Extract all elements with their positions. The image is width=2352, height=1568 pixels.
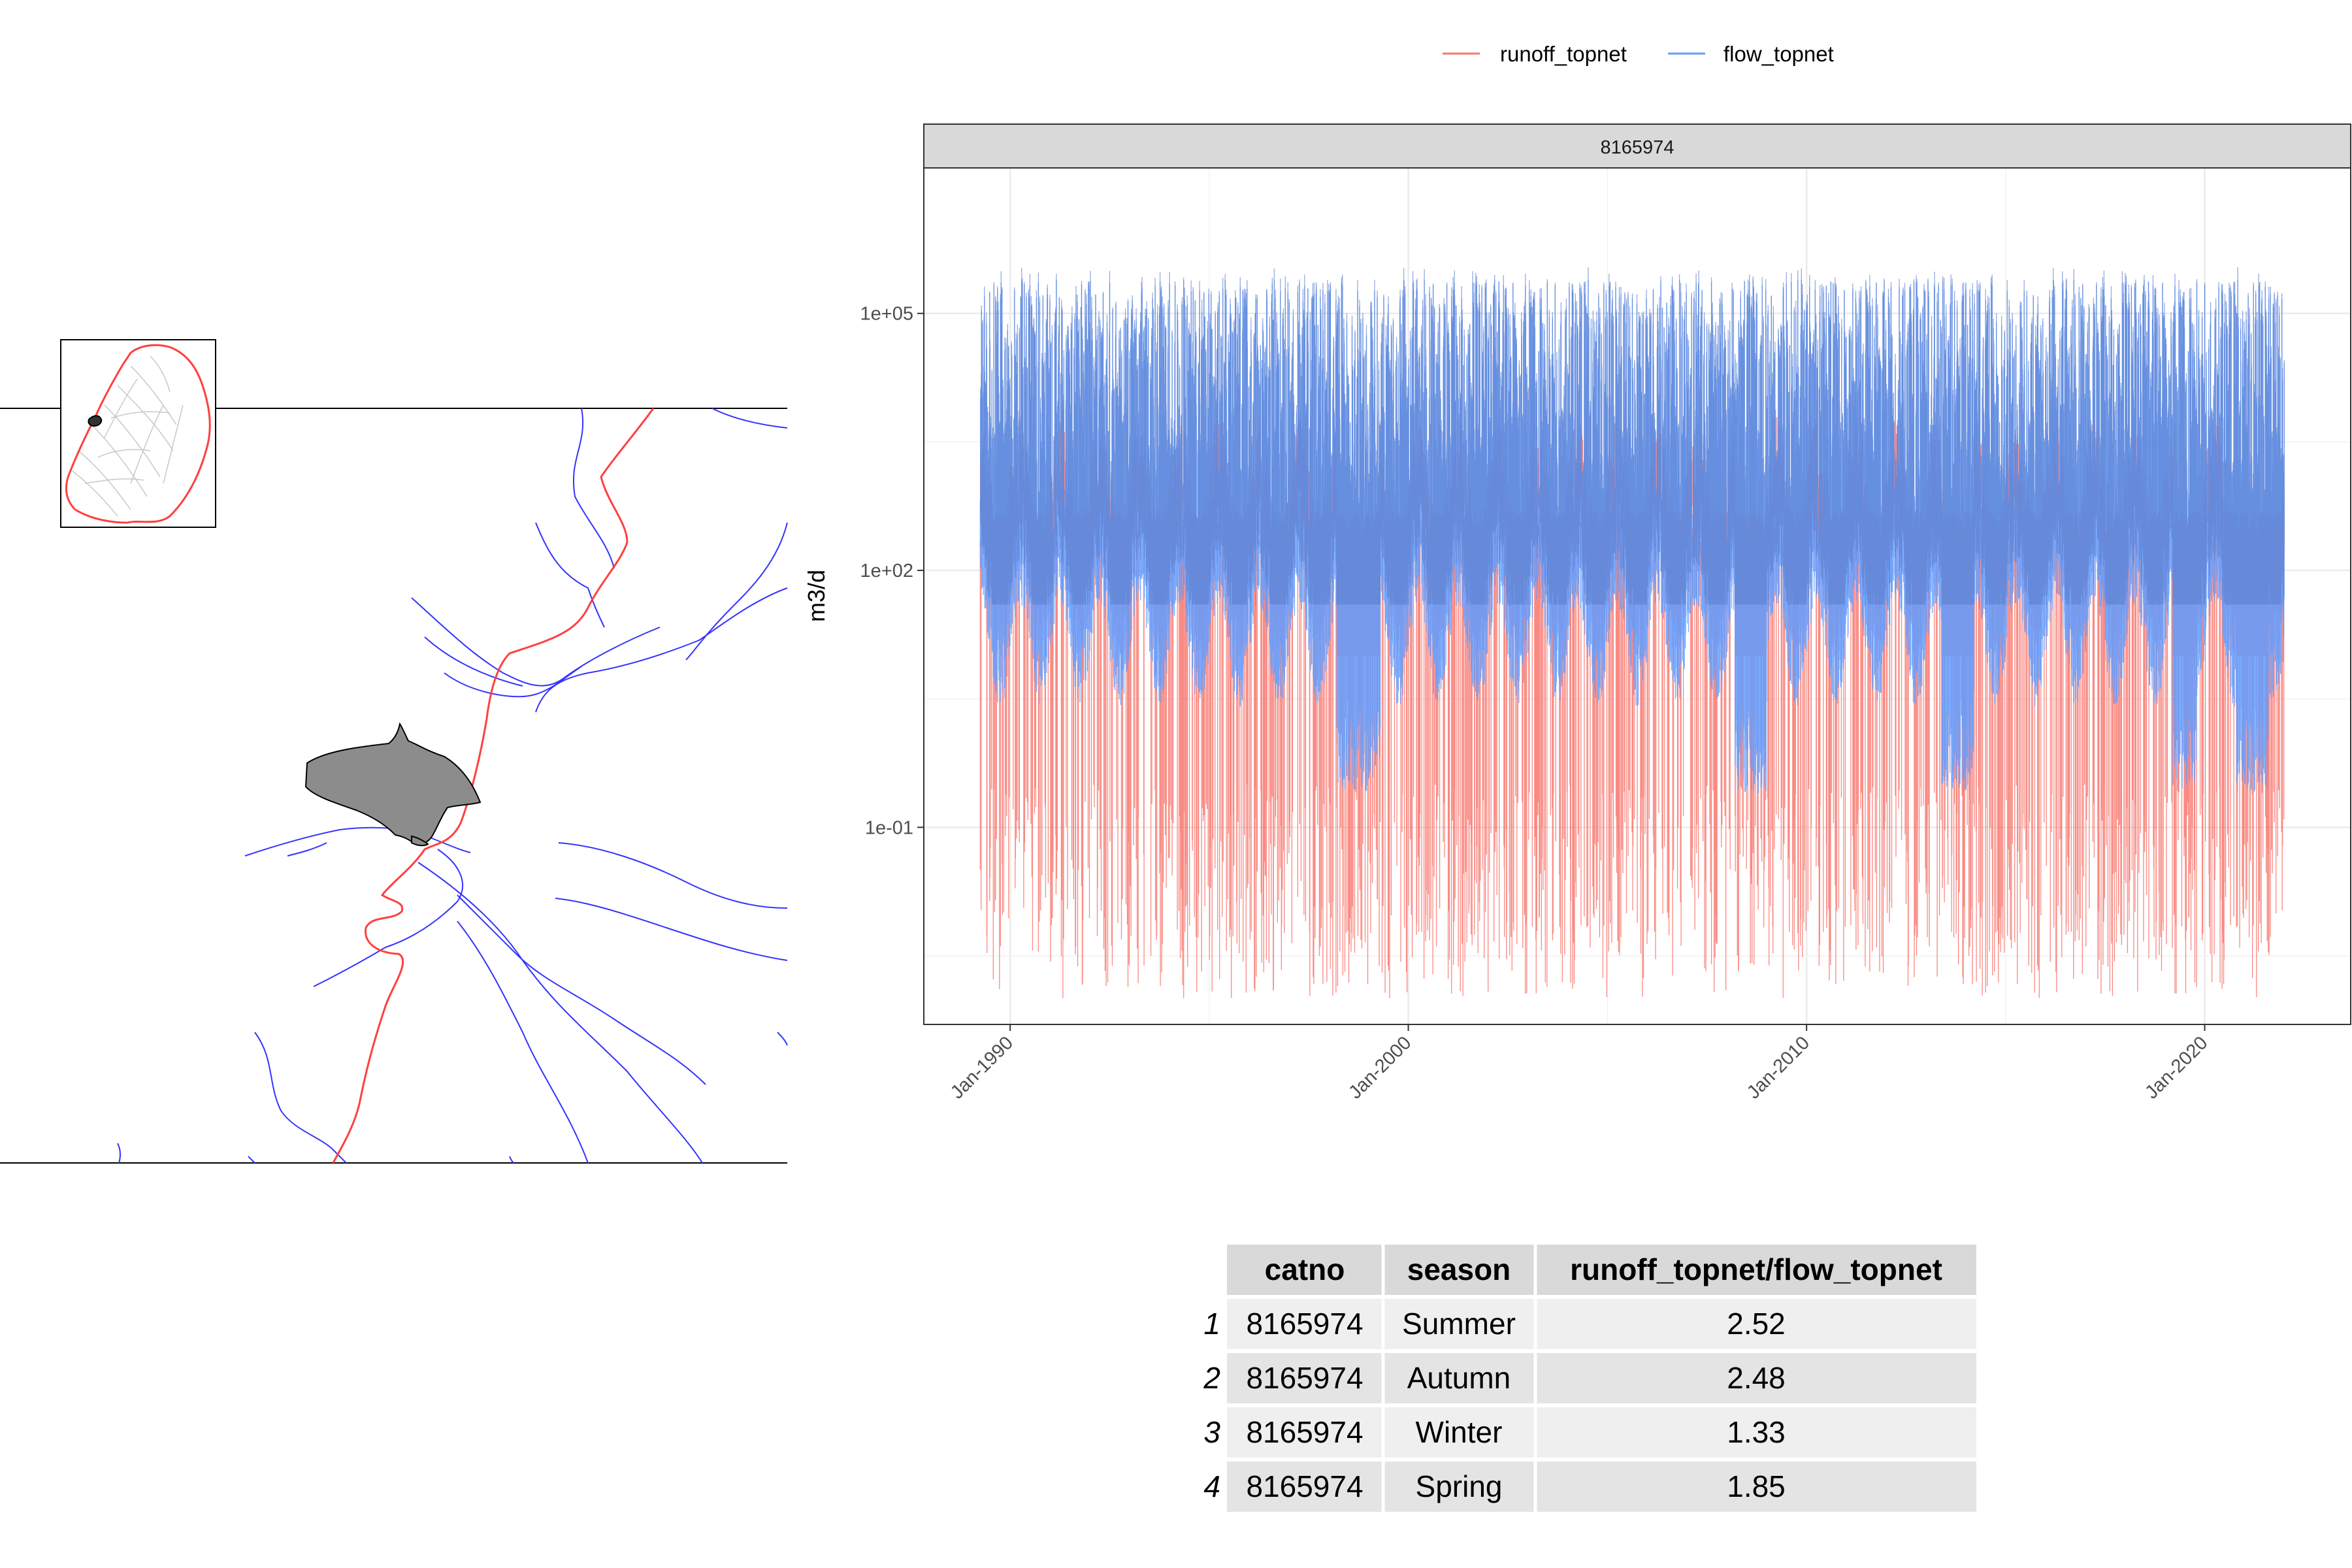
- season-ratio-table: catno season runoff_topnet/flow_topnet 1…: [1203, 1245, 1976, 1512]
- stream-line: [457, 894, 706, 1085]
- stream-line: [248, 1156, 255, 1164]
- table-row-bg: [1227, 1462, 1976, 1512]
- inset-locator-map: [60, 339, 216, 528]
- stream-line: [244, 826, 471, 857]
- table-cell-season: Winter: [1416, 1415, 1503, 1449]
- stream-line: [313, 849, 464, 987]
- y-tick-label: 1e+05: [860, 304, 913, 325]
- table-cell-ratio: 1.85: [1727, 1469, 1786, 1503]
- y-tick-label: 1e+02: [860, 561, 913, 581]
- y-tick-label: 1e-01: [865, 817, 913, 838]
- table-row-bg: [1227, 1353, 1976, 1403]
- table-cell-season: Autumn: [1407, 1361, 1511, 1395]
- stream-line: [117, 1143, 122, 1164]
- x-tick-label: Jan-2010: [1743, 1032, 1814, 1103]
- x-tick-label: Jan-1990: [947, 1032, 1017, 1103]
- region-boundary: [332, 408, 655, 1164]
- table-cell-season: Summer: [1402, 1307, 1516, 1341]
- stream-line: [558, 842, 788, 909]
- stream-line: [424, 636, 523, 687]
- stream-line: [711, 408, 788, 429]
- catchment-polygon: [304, 722, 482, 845]
- stream-line: [685, 522, 788, 661]
- legend-label-runoff: runoff_topnet: [1500, 42, 1627, 66]
- table-cell-ratio: 1.33: [1727, 1415, 1786, 1449]
- stream-line: [509, 1156, 514, 1164]
- stream-line: [535, 522, 605, 628]
- catchment-map: [0, 339, 788, 1164]
- stream-network: [117, 408, 788, 1164]
- stream-line: [287, 842, 327, 857]
- stream-line: [254, 1032, 347, 1164]
- table-header-season: season: [1407, 1252, 1511, 1286]
- x-tick-label: Jan-2020: [2141, 1032, 2212, 1103]
- table-cell-catno: 8165974: [1246, 1415, 1363, 1449]
- stream-line: [457, 921, 589, 1164]
- x-tick-label: Jan-2000: [1345, 1032, 1415, 1103]
- table-cell-ratio: 2.48: [1727, 1361, 1786, 1395]
- inset-region-outline: [65, 344, 211, 524]
- table-cell-catno: 8165974: [1246, 1307, 1363, 1341]
- table-cell-ratio: 2.52: [1727, 1307, 1786, 1341]
- stream-line: [417, 862, 703, 1164]
- table-cell-season: Spring: [1416, 1469, 1503, 1503]
- catchment-outlet: [411, 835, 429, 847]
- stream-line: [535, 587, 788, 713]
- chart-legend: runoff_topnet flow_topnet: [1443, 42, 1834, 66]
- stream-line: [411, 597, 661, 687]
- stream-line: [777, 1032, 788, 1046]
- y-axis-title: m3/d: [803, 570, 830, 622]
- table-header-catno: catno: [1265, 1252, 1345, 1286]
- table-header-bg: [1227, 1245, 1976, 1295]
- inset-catchment-lines: [71, 355, 184, 517]
- series-layer: [979, 267, 2285, 998]
- stream-line: [444, 666, 582, 698]
- stream-line: [555, 898, 788, 961]
- facet-strip: [923, 123, 2351, 169]
- series-overlap-band: [979, 267, 2285, 605]
- table-row-bg: [1227, 1407, 1976, 1458]
- plot-panel-border: [923, 167, 2351, 1025]
- table-row-bg: [1227, 1299, 1976, 1349]
- stream-line: [572, 408, 615, 569]
- time-series-plot: 1e-01 1e+02 1e+05 Jan-1990 Jan-2000 Jan-2010 J…: [803, 167, 2351, 1103]
- table-row-index: 4: [1203, 1469, 1220, 1503]
- table-cell-catno: 8165974: [1246, 1469, 1363, 1503]
- inset-catchment-marker: [88, 415, 103, 427]
- table-row-index: 1: [1203, 1307, 1220, 1341]
- table-header-ratio: runoff_topnet/flow_topnet: [1570, 1252, 1942, 1286]
- table-row-index: 2: [1203, 1361, 1220, 1395]
- inset-frame: [60, 339, 216, 528]
- legend-label-flow: flow_topnet: [1723, 42, 1834, 66]
- table-cell-catno: 8165974: [1246, 1361, 1363, 1395]
- table-row-index: 3: [1203, 1415, 1220, 1449]
- facet-label: 8165974: [1601, 137, 1674, 158]
